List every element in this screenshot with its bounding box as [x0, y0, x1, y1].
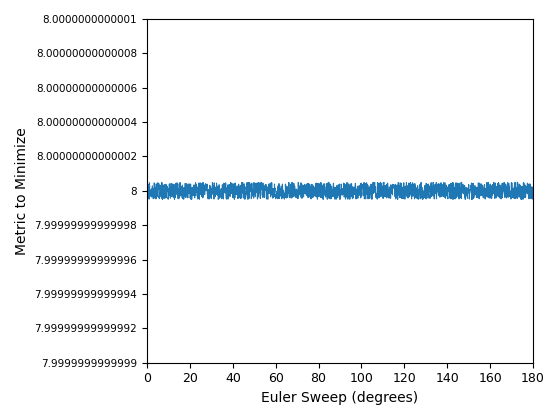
Y-axis label: Metric to Minimize: Metric to Minimize — [15, 127, 29, 255]
X-axis label: Euler Sweep (degrees): Euler Sweep (degrees) — [262, 391, 419, 405]
